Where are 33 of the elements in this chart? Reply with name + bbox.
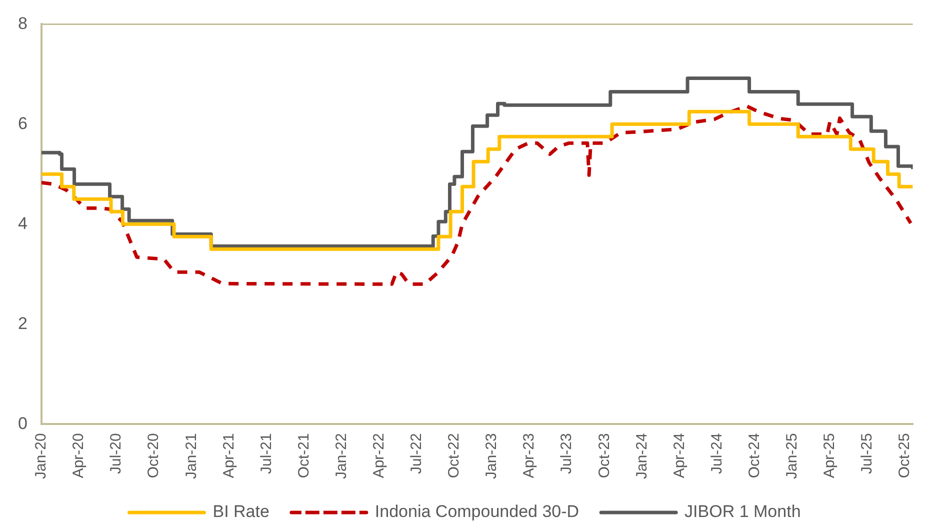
x-tick-label: Oct-21 — [295, 433, 312, 478]
x-tick-label: Oct-20 — [145, 433, 162, 478]
y-tick-label: 4 — [18, 214, 28, 233]
x-tick-label: Oct-24 — [746, 433, 763, 478]
x-tick-label: Jan-22 — [332, 433, 350, 480]
x-tick-label: Jan-20 — [32, 433, 50, 480]
x-tick-label: Jul-23 — [558, 433, 576, 474]
x-tick-label: Apr-25 — [821, 433, 838, 478]
y-tick-label: 6 — [18, 114, 28, 133]
x-tick-label: Jul-21 — [258, 433, 275, 474]
x-tick-label: Apr-21 — [220, 433, 238, 478]
x-tick-label: Jan-21 — [182, 433, 200, 480]
line-series — [41, 104, 912, 286]
x-tick-label: Apr-22 — [370, 433, 388, 478]
y-tick-label: 0 — [18, 414, 28, 433]
x-tick-label: Jul-25 — [858, 433, 876, 474]
x-tick-label: Apr-23 — [520, 433, 538, 478]
x-tick-label: Jul-20 — [108, 433, 125, 474]
legend-label: BI Rate — [212, 502, 270, 522]
x-tick-label: Apr-20 — [70, 433, 88, 478]
x-tick-label: Oct-25 — [896, 433, 914, 478]
x-tick-label: Jul-24 — [708, 433, 726, 474]
y-tick-label: 2 — [18, 314, 28, 333]
x-tick-label: Jan-24 — [633, 433, 650, 480]
x-tick-label: Jan-23 — [483, 433, 500, 480]
y-tick-label: 8 — [18, 14, 28, 33]
x-tick-label: Jan-25 — [784, 433, 801, 480]
legend-label: JIBOR 1 Month — [684, 502, 801, 522]
x-tick-label: Oct-23 — [596, 433, 613, 478]
legend-label: Indonia Compounded 30-D — [374, 502, 580, 522]
x-tick-label: Jul-22 — [408, 433, 426, 474]
x-tick-label: Apr-24 — [670, 433, 688, 478]
x-tick-label: Oct-22 — [446, 433, 463, 478]
